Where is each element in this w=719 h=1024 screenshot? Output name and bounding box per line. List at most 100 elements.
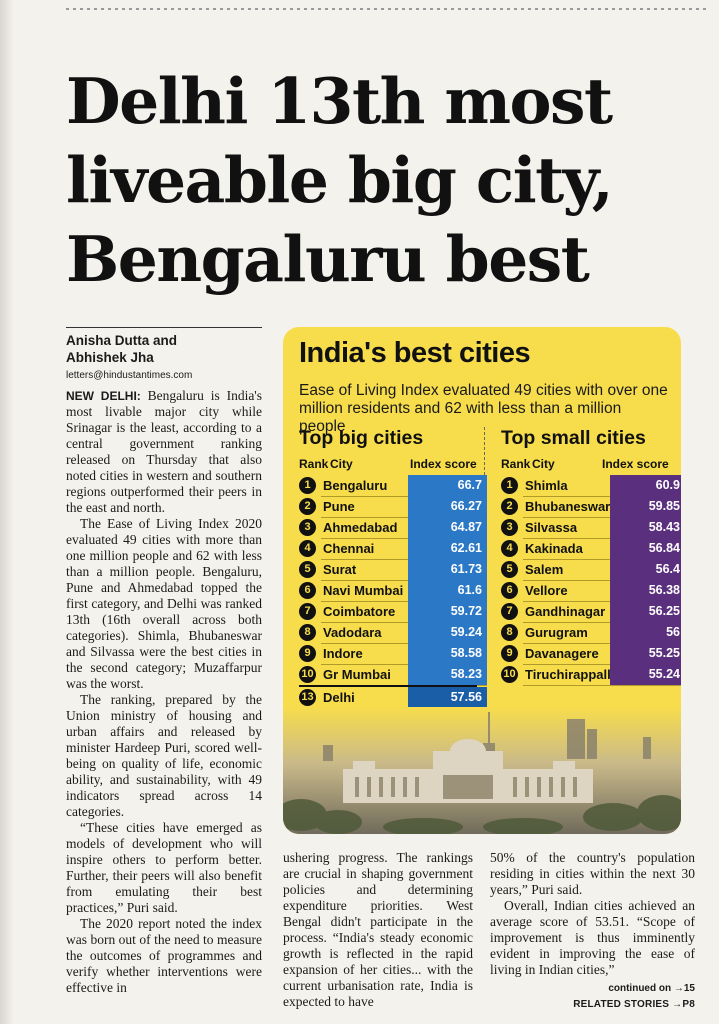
city-name: Vadodara [323, 625, 382, 640]
byline-rule [66, 327, 262, 328]
rank-badge: 7 [501, 603, 518, 620]
city-name: Bengaluru [323, 478, 388, 493]
rank-badge: 7 [299, 603, 316, 620]
row-separator [321, 601, 487, 602]
city-name: Silvassa [525, 520, 578, 535]
city-skyline-illustration [283, 707, 681, 834]
row-separator [523, 538, 681, 539]
small-city-row: 2 Bhubaneswar 59.85 [501, 496, 681, 518]
article-paragraph-2: The Ease of Living Index 2020 evaluated … [66, 516, 262, 691]
rank-badge: 9 [299, 645, 316, 662]
score-value: 64.87 [408, 517, 487, 538]
small-header-rank: Rank [501, 457, 531, 471]
small-city-row: 8 Gurugram 56 [501, 622, 681, 644]
row-separator [321, 538, 487, 539]
row-separator [321, 664, 487, 665]
score-value: 57.56 [408, 687, 487, 708]
city-name: Ahmedabad [323, 520, 398, 535]
author-email: letters@hindustantimes.com [66, 370, 193, 381]
row-separator [321, 622, 487, 623]
city-name: Bhubaneswar [525, 499, 611, 514]
score-value: 62.61 [408, 538, 487, 559]
article-paragraph-6: ushering progress. The rankings are cruc… [283, 850, 473, 1009]
infographic-subtitle: Ease of Living Index evaluated 49 cities… [299, 382, 668, 435]
rank-badge: 1 [501, 477, 518, 494]
city-name: Indore [323, 646, 363, 661]
city-name: Vellore [525, 583, 568, 598]
big-city-row: 3 Ahmedabad 64.87 [299, 517, 487, 539]
rank-badge: 5 [299, 561, 316, 578]
rank-badge: 6 [501, 582, 518, 599]
city-name: Gr Mumbai [323, 667, 391, 682]
row-separator [523, 517, 681, 518]
delhi-row: 13 Delhi 57.56 [299, 687, 487, 708]
article-paragraph-5: The 2020 report noted the index was born… [66, 916, 262, 995]
rank-badge: 8 [299, 624, 316, 641]
byline-authors-1: Anisha Dutta and [66, 333, 178, 348]
big-cities-title: Top big cities [299, 427, 424, 449]
city-name: Salem [525, 562, 564, 577]
city-name: Pune [323, 499, 355, 514]
paragraph-text: Bengaluru is India's most livable major … [66, 388, 262, 515]
page-edge-shadow [0, 0, 14, 1024]
article-column-1: NEW DELHI: Bengaluru is India's most liv… [66, 388, 262, 996]
row-separator [321, 517, 487, 518]
city-name: Delhi [323, 690, 355, 705]
article-paragraph-7: 50% of the country's population residing… [490, 850, 695, 897]
small-city-row: 9 Davanagere 55.25 [501, 643, 681, 665]
infographic-title: India's best cities [299, 337, 531, 369]
big-city-row: 7 Coimbatore 59.72 [299, 601, 487, 623]
city-name: Navi Mumbai [323, 583, 404, 598]
big-header-score: Index score [410, 457, 477, 471]
article-paragraph-1: NEW DELHI: Bengaluru is India's most liv… [66, 388, 262, 516]
row-separator [523, 685, 681, 686]
city-name: Surat [323, 562, 357, 577]
small-header-city: City [532, 457, 555, 471]
byline-authors-2: Abhishek Jha [66, 350, 154, 365]
row-separator [523, 601, 681, 602]
small-city-row: 5 Salem 56.4 [501, 559, 681, 581]
big-city-row: 10 Gr Mumbai 58.23 [299, 664, 487, 686]
row-separator [321, 559, 487, 560]
city-name: Gandhinagar [525, 604, 606, 619]
rank-badge: 9 [501, 645, 518, 662]
article-column-3: 50% of the country's population residing… [490, 850, 695, 978]
rank-badge: 3 [299, 519, 316, 536]
article-paragraph-3: The ranking, prepared by the Union minis… [66, 692, 262, 819]
city-name: Coimbatore [323, 604, 396, 619]
row-separator [523, 643, 681, 644]
dateline: NEW DELHI: [66, 389, 141, 403]
related-stories-link[interactable]: RELATED STORIES →P8 [573, 999, 695, 1010]
article-column-2: ushering progress. The rankings are cruc… [283, 850, 473, 1010]
city-name: Kakinada [525, 541, 583, 556]
score-value: 60.9 [610, 475, 681, 496]
article-paragraph-4: “These cities have emerged as models of … [66, 820, 262, 915]
row-separator [321, 580, 487, 581]
infographic: India's best cities Ease of Living Index… [283, 327, 681, 834]
row-separator [523, 559, 681, 560]
rank-badge: 6 [299, 582, 316, 599]
rank-badge: 10 [299, 666, 316, 683]
rank-badge: 2 [501, 498, 518, 515]
continued-on-link[interactable]: continued on →15 [608, 983, 695, 994]
big-header-rank: Rank [299, 457, 329, 471]
score-value: 66.27 [408, 496, 487, 517]
small-city-row: 4 Kakinada 56.84 [501, 538, 681, 560]
big-header-city: City [330, 457, 353, 471]
score-value: 55.24 [610, 664, 681, 685]
score-value: 58.43 [610, 517, 681, 538]
row-separator [523, 496, 681, 497]
rank-badge: 4 [299, 540, 316, 557]
score-value: 61.73 [408, 559, 487, 580]
rank-badge: 2 [299, 498, 316, 515]
small-city-row: 7 Gandhinagar 56.25 [501, 601, 681, 623]
big-city-row: 5 Surat 61.73 [299, 559, 487, 581]
score-value: 56 [610, 622, 681, 643]
score-value: 56.38 [610, 580, 681, 601]
score-value: 55.25 [610, 643, 681, 664]
row-separator [523, 622, 681, 623]
rank-badge: 3 [501, 519, 518, 536]
city-name: Chennai [323, 541, 375, 556]
small-city-row: 1 Shimla 60.9 [501, 475, 681, 497]
row-separator [523, 580, 681, 581]
